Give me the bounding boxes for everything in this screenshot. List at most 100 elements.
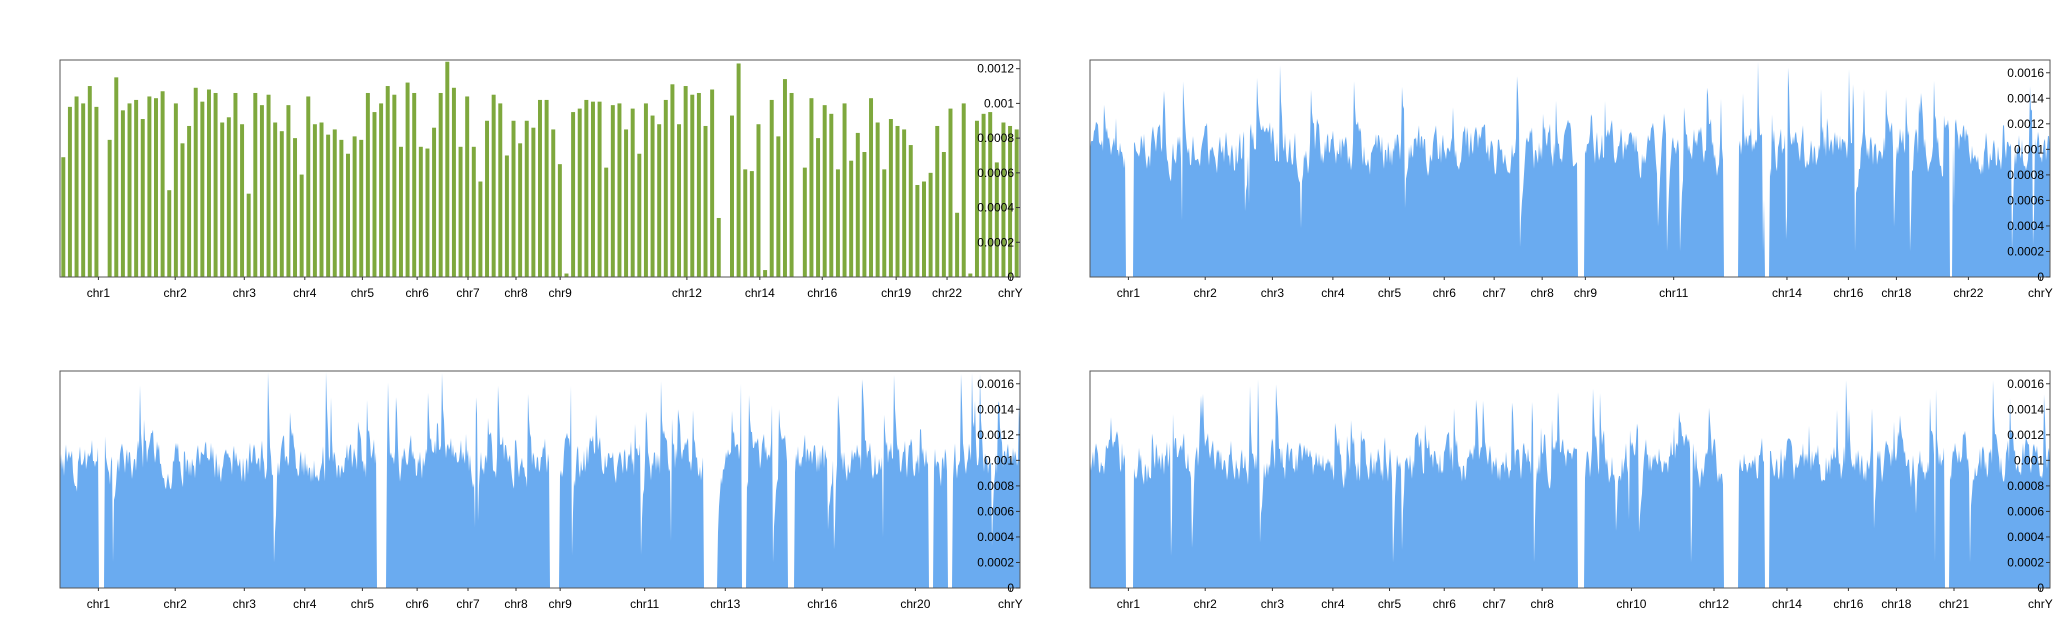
bar [657,124,662,277]
y-tick-label: 0.0012 [977,62,1014,76]
bar [206,89,211,277]
y-tick-label: 0.0002 [977,555,1014,569]
bar [127,103,132,278]
x-tick-label: chr4 [1321,286,1345,300]
bar [935,125,940,277]
x-tick-label: chr5 [351,597,375,611]
x-tick-label: chrY [2028,286,2053,300]
bar [849,160,854,277]
coverage-area-series [1090,61,2050,277]
bar [564,273,569,277]
y-tick-label: 0.0002 [2007,555,2044,569]
bar [398,146,403,277]
bar [140,119,145,278]
bar [339,139,344,277]
bar [610,105,615,277]
y-tick-label: 0.0008 [2007,479,2044,493]
bar [332,129,337,277]
x-tick-label: chr2 [164,286,188,300]
bar [908,145,913,277]
bar [749,171,754,277]
bar [67,106,72,278]
bar [915,184,920,277]
bar [306,96,311,278]
x-tick-label: chr7 [1482,597,1506,611]
bar [981,113,986,277]
bar [167,190,172,277]
bar [835,169,840,277]
bar [385,86,390,277]
bar [597,101,602,277]
x-tick-label: chr2 [1194,597,1218,611]
bar [213,92,218,277]
x-tick-label: chr1 [87,597,111,611]
x-tick-label: chr6 [405,286,429,300]
y-tick-label: 0.0002 [2007,244,2044,258]
y-tick-label: 0.0012 [977,428,1014,442]
bar [299,174,304,277]
x-tick-label: chr7 [456,286,480,300]
x-tick-label: chr11 [1659,286,1688,300]
y-tick-label: 0.0008 [977,479,1014,493]
bar [584,99,589,278]
bar [187,125,192,277]
x-tick-label: chr7 [1482,286,1506,300]
bar [246,193,251,277]
bar [405,82,410,277]
bar [663,99,668,278]
bar [862,152,867,277]
y-tick-label: 0.0014 [977,402,1014,416]
y-tick-label: 0.0016 [2007,66,2044,80]
bar [557,164,562,277]
x-tick-label: chr2 [1194,286,1218,300]
bar [114,77,119,277]
coverage-area-series [1090,379,2050,588]
bar [855,132,860,277]
bar [504,155,509,277]
bar [279,131,284,277]
plot-frame [59,59,1021,278]
y-tick-label: 0.0014 [2007,402,2044,416]
x-tick-label: chr3 [233,286,257,300]
x-tick-label: chr8 [504,597,528,611]
x-tick-label: chr1 [1117,597,1141,611]
y-tick-label: 0.001 [2014,453,2044,467]
x-tick-label: chr7 [456,597,480,611]
bar [273,122,278,277]
bar [432,127,437,277]
bar [637,153,642,277]
x-tick-label: chr14 [745,286,775,300]
bar [240,124,245,277]
bar [968,273,973,277]
x-tick-label: chr8 [504,286,528,300]
bar [571,112,576,277]
bar [498,103,503,278]
bar [220,122,225,277]
x-tick-label: chr19 [881,286,911,300]
bar [1014,129,1019,277]
plot-frame [1089,59,2051,278]
x-tick-label: chr13 [710,597,740,611]
x-tick-label: chr22 [1953,286,1983,300]
x-tick-label: chrY [998,286,1023,300]
bar [418,146,423,277]
y-tick-label: 0.0004 [977,201,1014,215]
y-tick-label: 0.001 [984,96,1014,110]
bar [81,103,86,278]
y-tick-label: 0.0008 [977,131,1014,145]
x-tick-label: chr12 [672,286,702,300]
bar [816,138,821,277]
area-chart-bottom-right: 00.00020.00040.00060.00080.0010.00120.00… [1089,370,2053,611]
bar [544,99,549,278]
bar [922,181,926,277]
bar [782,79,787,277]
x-tick-label: chr1 [87,286,111,300]
x-tick-label: chr9 [548,286,572,300]
bar [1008,125,1013,277]
y-tick-label: 0.0012 [2007,117,2044,131]
bar [365,92,370,277]
x-tick-label: chrY [2028,597,2053,611]
bar [743,169,748,277]
bar [703,125,708,277]
bar [941,152,946,277]
